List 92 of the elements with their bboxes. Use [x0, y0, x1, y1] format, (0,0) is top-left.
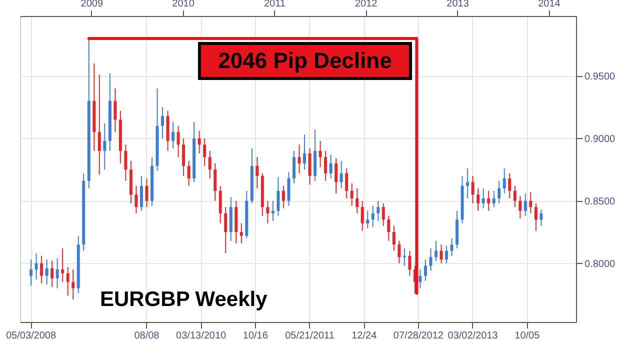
x-tick-label: 03/13/2010	[176, 330, 227, 342]
x-tick-label: 12/24	[352, 330, 378, 342]
candlestick	[540, 209, 543, 226]
candlestick	[282, 185, 285, 209]
candlestick	[276, 176, 280, 216]
candlestick	[434, 240, 438, 262]
candlestick	[487, 190, 490, 212]
candlestick	[498, 180, 501, 204]
candlestick	[450, 238, 454, 256]
candlestick	[66, 266, 70, 296]
candlestick	[360, 200, 364, 232]
candlestick	[513, 185, 516, 208]
text: EURGBP Weekly	[100, 288, 268, 311]
candlestick	[61, 248, 64, 283]
candlestick	[266, 200, 270, 224]
candlestick	[508, 172, 512, 199]
candlestick	[298, 144, 301, 174]
candlestick	[356, 188, 359, 214]
candlestick	[371, 205, 374, 228]
candlestick	[271, 200, 274, 222]
x-tick-label: 03/02/2013	[448, 330, 498, 342]
candlestick	[518, 195, 522, 219]
candlestick	[376, 200, 380, 222]
candlestick	[471, 175, 474, 204]
candlestick	[145, 178, 148, 208]
candlestick	[218, 185, 222, 224]
y-tick-label: 0.9500	[584, 71, 616, 82]
y-tick-label: 0.9000	[584, 134, 616, 145]
candlestick	[34, 252, 38, 280]
candlestick	[208, 150, 212, 179]
candlestick	[98, 74, 101, 176]
candlestick	[103, 122, 106, 170]
x-tick-label: 05/03/2008	[6, 330, 56, 342]
candlestick	[476, 188, 480, 212]
candlestick	[114, 88, 117, 133]
candlestick	[440, 244, 443, 264]
candlestick	[524, 192, 527, 216]
candlestick	[140, 175, 143, 212]
candlestick	[366, 210, 370, 229]
candlestick	[203, 138, 206, 166]
candlestick	[56, 258, 59, 289]
candlestick	[72, 269, 75, 300]
candlestick	[387, 215, 390, 242]
candlestick	[287, 172, 290, 206]
candlestick	[172, 122, 175, 149]
y-tick-label: 0.8000	[584, 258, 616, 270]
candlestick	[292, 150, 296, 184]
candlestick	[161, 106, 164, 139]
candlestick	[398, 240, 401, 264]
candlestick	[466, 168, 470, 199]
x-tick-label: 10/16	[242, 330, 268, 342]
candlestick	[182, 138, 186, 176]
candlestick	[30, 259, 33, 286]
candlestick	[134, 185, 138, 214]
candlestick	[482, 188, 485, 209]
candlestick	[429, 248, 432, 272]
candlestick	[308, 148, 312, 186]
candlestick	[198, 130, 201, 154]
candlestick	[303, 134, 306, 170]
candlestick	[318, 140, 322, 168]
candlestick	[124, 144, 128, 182]
candlestick	[529, 192, 532, 214]
callout-box: 2046 Pip Decline	[198, 42, 412, 80]
candlestick	[424, 259, 427, 282]
candlestick	[329, 154, 332, 179]
x-tick-label: 07/28/2012	[393, 330, 444, 342]
candlestick	[350, 182, 354, 206]
candlestick	[324, 150, 328, 182]
x-tick-label: 05/21/2011	[285, 330, 335, 342]
candlestick	[492, 190, 496, 208]
candlestick	[240, 222, 243, 244]
candlestick	[45, 259, 48, 286]
candlestick	[445, 245, 448, 264]
candlestick	[40, 255, 44, 284]
candlestick	[340, 160, 343, 189]
candlestick	[50, 260, 54, 288]
x-tick-label: 08/08	[134, 330, 160, 342]
candlestick	[502, 168, 506, 194]
candlestick	[534, 202, 538, 232]
candlestick	[382, 202, 385, 226]
candlestick	[418, 269, 422, 289]
y-tick-label: 0.8500	[584, 196, 616, 208]
candlestick	[345, 168, 348, 199]
candlestick	[214, 162, 217, 202]
candlestick	[392, 225, 396, 252]
candlestick	[256, 156, 259, 189]
candlestick	[187, 160, 190, 186]
candlestick	[408, 250, 412, 276]
candlestick	[176, 125, 180, 158]
x-tick-label: 10/05	[514, 330, 540, 342]
candlestick	[224, 206, 228, 254]
candlestick	[334, 158, 338, 194]
